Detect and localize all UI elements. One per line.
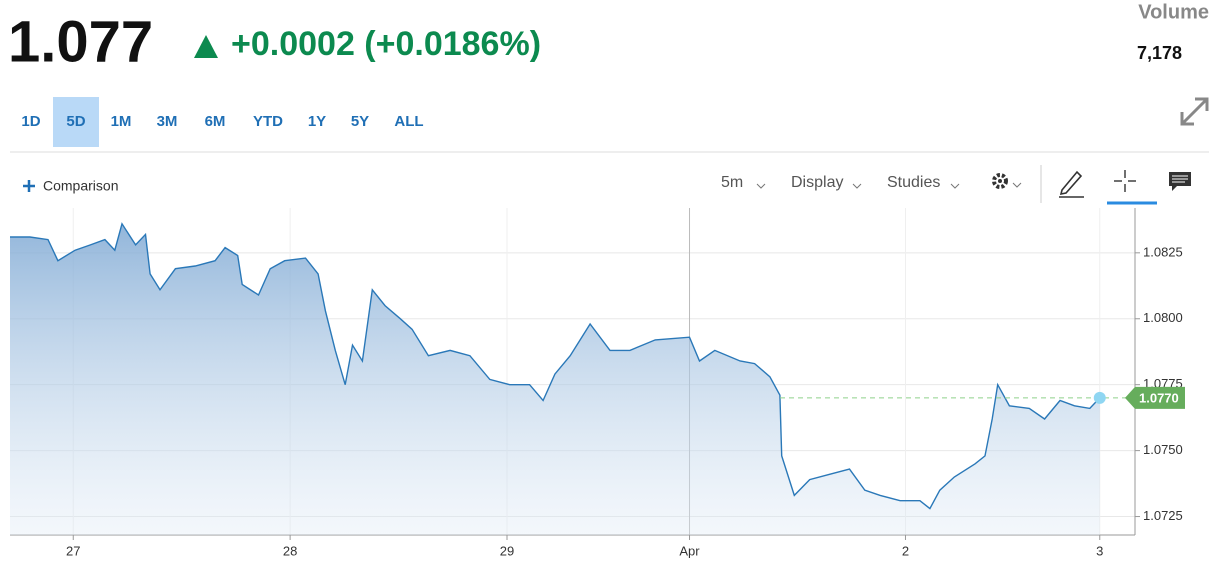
comparison-label: Comparison (43, 178, 118, 194)
studies-label: Studies (887, 174, 940, 191)
y-tick-label: 1.0825 (1143, 244, 1183, 259)
range-label: YTD (253, 113, 283, 130)
range-button[interactable]: 1D (21, 113, 40, 130)
x-tick-label: 29 (500, 543, 514, 558)
x-tick-label: 2 (902, 543, 909, 558)
volume-label: Volume (1138, 1, 1209, 23)
settings-button[interactable] (992, 173, 1022, 189)
comparison-button[interactable]: Comparison (23, 178, 118, 194)
expand-icon[interactable] (1180, 97, 1209, 126)
range-label: 6M (205, 113, 226, 130)
draw-button[interactable] (1059, 170, 1084, 198)
range-button[interactable]: 3M (157, 113, 178, 130)
y-tick-label: 1.0750 (1143, 442, 1183, 457)
volume: 7,178 (1137, 43, 1182, 63)
y-tick-label: 1.0725 (1143, 508, 1183, 523)
studies-button[interactable]: Studies (887, 174, 960, 191)
price-line (10, 222, 1101, 510)
range-label: 3M (157, 113, 178, 130)
range-label: 5Y (351, 113, 369, 130)
display-button[interactable]: Display (791, 174, 862, 191)
range-label: 1D (21, 113, 40, 130)
last-value-label: 1.0770 (1139, 390, 1179, 405)
y-tick-label: 1.0800 (1143, 310, 1183, 325)
last-point (1093, 391, 1106, 404)
price: 1.077 (8, 9, 153, 74)
display-label: Display (791, 174, 843, 191)
range-label: 1M (111, 113, 132, 130)
interval-button[interactable]: 5m (721, 174, 766, 191)
range-button[interactable]: ALL (394, 113, 423, 130)
x-tick-label: 27 (66, 543, 80, 558)
range-selector: 1D 5D 1M 3M 6M YTD 1Y 5Y ALL (21, 97, 424, 147)
x-tick-label: 28 (283, 543, 297, 558)
x-tick-label: Apr (679, 543, 700, 558)
interval-label: 5m (721, 174, 743, 191)
range-button[interactable]: YTD (253, 113, 283, 130)
area-fill (10, 223, 1100, 536)
crosshair-button[interactable] (1107, 170, 1157, 205)
x-tick-label: 3 (1096, 543, 1103, 558)
range-button[interactable]: 5D (53, 97, 99, 147)
range-button[interactable]: 1M (111, 113, 132, 130)
up-arrow (194, 35, 218, 58)
range-button[interactable]: 6M (205, 113, 226, 130)
range-button[interactable]: 1Y (308, 113, 326, 130)
range-label: ALL (394, 113, 423, 130)
range-highlight (53, 97, 99, 147)
comment-button[interactable] (1169, 172, 1191, 191)
range-label: 5D (66, 113, 85, 130)
change: +0.0002 (+0.0186%) (231, 25, 541, 63)
range-button[interactable]: 5Y (351, 113, 369, 130)
last-value-tag (1125, 386, 1185, 409)
range-label: 1Y (308, 113, 326, 130)
